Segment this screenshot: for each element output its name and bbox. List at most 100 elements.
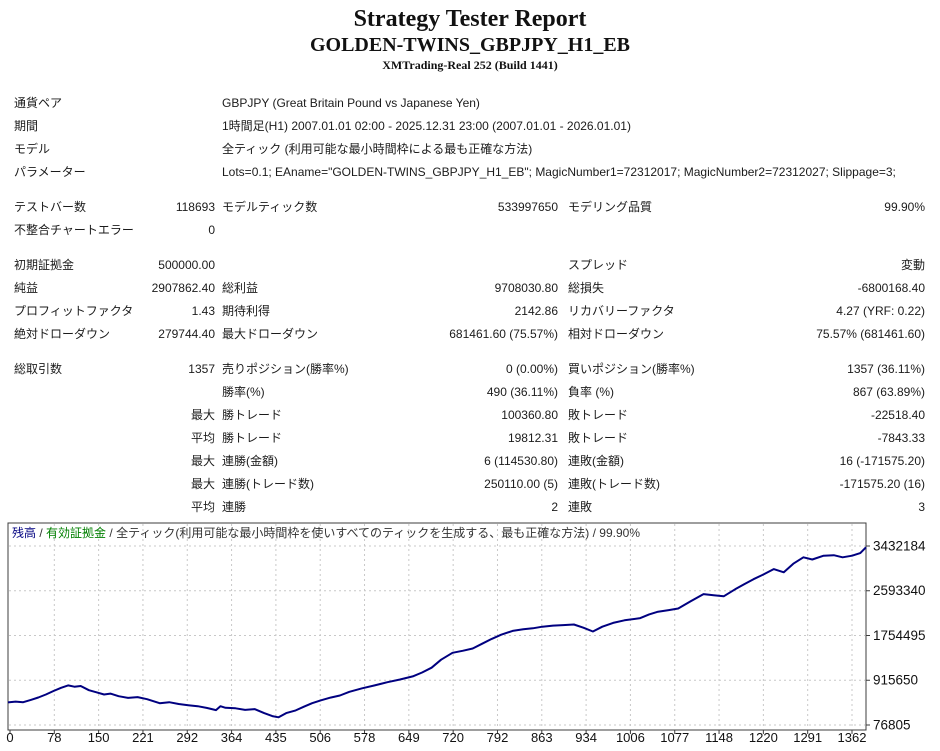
stat-label — [215, 254, 412, 277]
stat-value: 500000.00 — [158, 258, 215, 272]
stat-value: 1.43 — [191, 304, 215, 318]
stat-value — [412, 254, 558, 277]
x-axis-label: 649 — [398, 730, 420, 744]
stat-label: 敗トレード — [568, 431, 629, 445]
stat-value: 4.27 (YRF: 0.22) — [836, 304, 925, 318]
stat-label: 勝率(%) — [222, 385, 265, 399]
stat-value — [758, 219, 925, 242]
stat-value: 平均 — [190, 431, 215, 445]
table-row: パラメーター Lots=0.1; EAname="GOLDEN-TWINS_GBP… — [0, 161, 925, 184]
stat-label: スプレッド — [568, 258, 629, 272]
stat-value — [412, 219, 558, 242]
section-spacer — [0, 346, 925, 358]
plot-border — [7, 522, 867, 731]
x-axis-label: 934 — [575, 730, 597, 744]
x-axis-label: 435 — [265, 730, 287, 744]
x-axis-label: 792 — [487, 730, 509, 744]
legend-model-text: 全ティック(利用可能な最小時間枠を使いすべてのティックを生成する、最も正確な方法… — [116, 526, 640, 540]
stat-value — [139, 115, 215, 138]
stat-value: 2 — [551, 500, 558, 514]
stat-value-wide: Lots=0.1; EAname="GOLDEN-TWINS_GBPJPY_H1… — [222, 165, 896, 179]
stat-value: 75.57% (681461.60) — [816, 327, 925, 341]
stat-value — [139, 381, 215, 404]
stat-label: モデル — [14, 142, 51, 156]
stat-label: リカバリーファクタ — [568, 304, 675, 318]
x-axis-label: 720 — [442, 730, 464, 744]
stat-value-wide: 1時間足(H1) 2007.01.01 02:00 - 2025.12.31 2… — [222, 119, 631, 133]
table-row: 平均 連勝 2 連敗 3 — [0, 496, 925, 519]
stat-value: 6 (114530.80) — [484, 454, 558, 468]
x-axis-label: 1362 — [838, 730, 867, 744]
legend-separator: / — [106, 526, 117, 540]
table-row: 最大 勝トレード 100360.80 敗トレード -22518.40 — [0, 404, 925, 427]
stat-label: 連勝(金額) — [222, 454, 278, 468]
table-row: 純益 2907862.40 総利益 9708030.80 総損失 -6800168.40 — [0, 277, 925, 300]
stat-value: 16 (-171575.20) — [839, 454, 925, 468]
stat-label: 連敗(金額) — [568, 454, 624, 468]
x-axis-label: 364 — [221, 730, 243, 744]
x-axis-label: 506 — [309, 730, 331, 744]
legend-balance-label: 残高 — [12, 526, 37, 540]
stat-label — [0, 496, 139, 519]
stat-value: 99.90% — [884, 200, 925, 214]
stat-value: 最大 — [190, 477, 215, 491]
stat-value: 変動 — [900, 258, 925, 272]
stat-value: 533997650 — [497, 200, 558, 214]
y-axis-label: 1754495 — [873, 628, 926, 643]
stat-value: -7843.33 — [877, 431, 925, 445]
stat-label: モデリング品質 — [568, 200, 653, 214]
x-axis-label: 150 — [88, 730, 110, 744]
x-axis-label: 292 — [176, 730, 198, 744]
stat-value: 118693 — [175, 200, 215, 214]
legend-separator: / — [36, 526, 47, 540]
section-spacer — [0, 242, 925, 254]
stat-value: -171575.20 (16) — [839, 477, 925, 491]
stat-value — [139, 92, 215, 115]
stat-value: -22518.40 — [870, 408, 925, 422]
equity-chart-svg: 0 78 150 221 292 364 435 506 578 649 720 792 863 934 1… — [6, 522, 926, 744]
x-axis-label: 863 — [531, 730, 553, 744]
stat-value-wide: GBPJPY (Great Britain Pound vs Japanese … — [222, 96, 480, 110]
y-axis-label: 3432184 — [873, 539, 926, 554]
spacer-cell — [0, 184, 925, 196]
legend-equity-label: 有効証拠金 — [46, 526, 107, 540]
table-row: 勝率(%) 490 (36.11%) 負率 (%) 867 (63.89%) — [0, 381, 925, 404]
stat-value — [139, 138, 215, 161]
stat-label: テストバー数 — [14, 200, 87, 214]
y-axis-label: 76805 — [873, 718, 911, 733]
stat-value: 3 — [918, 500, 925, 514]
stat-label: 純益 — [14, 281, 39, 295]
stat-label: 初期証拠金 — [14, 258, 75, 272]
x-axis-label: 1006 — [616, 730, 645, 744]
stat-value: -6800168.40 — [857, 281, 925, 295]
stat-value-wide: 全ティック (利用可能な最小時間枠による最も正確な方法) — [222, 142, 533, 156]
broker-build-line: XMTrading-Real 252 (Build 1441) — [382, 58, 558, 72]
stat-label — [558, 219, 758, 242]
stat-label: 連敗 — [568, 500, 593, 514]
stat-value: 490 (36.11%) — [486, 385, 558, 399]
x-axis-label: 221 — [132, 730, 154, 744]
stat-value: 2142.86 — [514, 304, 558, 318]
stat-value: 9708030.80 — [494, 281, 558, 295]
spacer-cell — [0, 242, 925, 254]
stat-label: 最大ドローダウン — [222, 327, 319, 341]
x-axis-label: 1077 — [660, 730, 689, 744]
stat-label: 負率 (%) — [568, 385, 614, 399]
section-spacer — [0, 184, 925, 196]
stat-label: パラメーター — [14, 165, 86, 179]
spacer-cell — [0, 346, 925, 358]
stat-label: 連敗(トレード数) — [568, 477, 660, 491]
report-header: Strategy Tester Report GOLDEN-TWINS_GBPJ… — [0, 0, 940, 72]
chart-legend: 残高 / 有効証拠金 / 全ティック(利用可能な最小時間枠を使いすべてのティック… — [12, 526, 640, 540]
y-axis-label: 915650 — [873, 673, 918, 688]
stat-label: 敗トレード — [568, 408, 629, 422]
stat-label — [0, 427, 139, 450]
page-title: Strategy Tester Report — [353, 6, 587, 32]
report-table: 通貨ペア GBPJPY (Great Britain Pound vs Japan… — [0, 92, 925, 519]
stat-value: 250110.00 (5) — [484, 477, 558, 491]
stat-label: 勝トレード — [222, 408, 283, 422]
y-axis-label: 2593340 — [873, 583, 926, 598]
stat-label — [215, 219, 412, 242]
stat-label: プロフィットファクタ — [14, 304, 134, 318]
table-row: 初期証拠金 500000.00 スプレッド 変動 — [0, 254, 925, 277]
